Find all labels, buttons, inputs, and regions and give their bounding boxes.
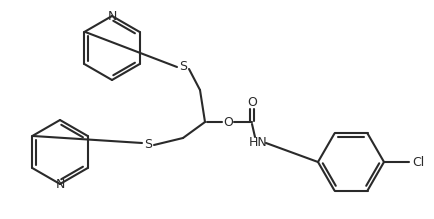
Text: N: N: [107, 9, 117, 23]
Text: S: S: [144, 138, 152, 152]
Text: O: O: [247, 97, 257, 110]
Text: S: S: [179, 60, 187, 74]
Text: Cl: Cl: [412, 155, 424, 168]
Text: N: N: [55, 178, 65, 191]
Text: O: O: [223, 115, 233, 129]
Text: HN: HN: [249, 136, 267, 150]
